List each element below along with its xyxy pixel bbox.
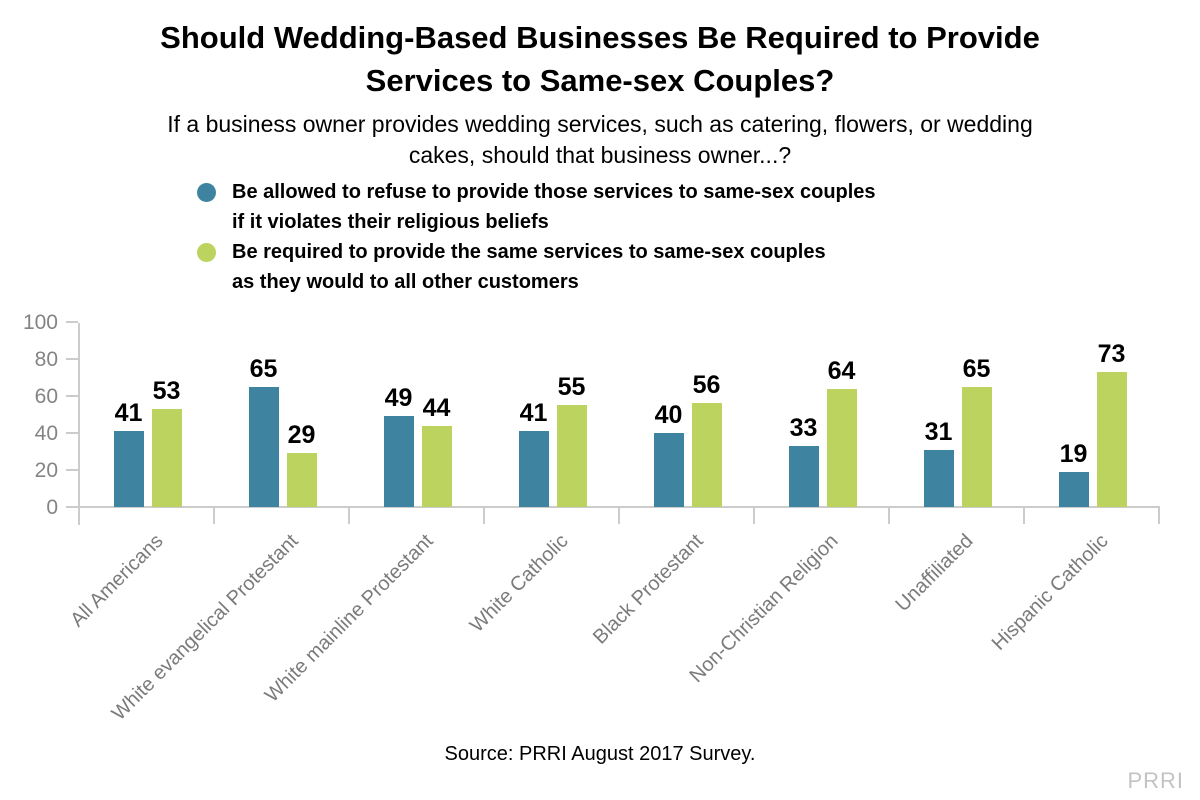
bar-value-label: 55: [557, 373, 586, 401]
legend-label-required: Be required to provide the same services…: [232, 237, 826, 297]
legend-label-refuse-line2: if it violates their religious beliefs: [232, 211, 549, 233]
bar-value-label: 65: [249, 355, 278, 383]
bar-value-label: 40: [654, 401, 683, 429]
prri-logo: PRRI: [1127, 768, 1184, 793]
bar: [113, 431, 144, 507]
legend-label-refuse: Be allowed to refuse to provide those se…: [232, 177, 876, 237]
x-tick: [348, 508, 350, 524]
bar: [286, 453, 317, 507]
x-axis-line: [78, 506, 1160, 508]
bar: [556, 405, 587, 507]
bar: [923, 450, 954, 507]
y-tick: [66, 321, 78, 323]
legend-label-refuse-line1: Be allowed to refuse to provide those se…: [232, 181, 876, 203]
bar-value-label: 31: [924, 418, 953, 446]
x-tick: [888, 508, 890, 524]
bar: [383, 416, 414, 507]
chart-title-line2: Services to Same-sex Couples?: [365, 63, 835, 98]
source-note: Source: PRRI August 2017 Survey.: [444, 743, 756, 765]
y-tick-label: 0: [46, 496, 58, 519]
bar: [826, 389, 857, 507]
bar-value-label: 19: [1059, 440, 1088, 468]
bar-value-label: 33: [789, 414, 818, 442]
bar: [151, 409, 182, 507]
y-tick: [66, 358, 78, 360]
bar-value-label: 41: [519, 399, 548, 427]
chart-subtitle: If a business owner provides wedding ser…: [0, 109, 1200, 171]
x-tick: [213, 508, 215, 524]
bar: [691, 403, 722, 507]
y-tick: [66, 506, 78, 508]
bar-value-label: 44: [422, 394, 451, 422]
bar-value-label: 29: [287, 421, 316, 449]
legend-label-required-line1: Be required to provide the same services…: [232, 241, 826, 263]
y-tick: [66, 395, 78, 397]
legend: Be allowed to refuse to provide those se…: [197, 177, 876, 297]
x-tick: [483, 508, 485, 524]
bar-value-label: 73: [1097, 340, 1126, 368]
x-tick: [1158, 508, 1160, 524]
x-tick: [753, 508, 755, 524]
legend-marker-teal-circle-icon: [197, 183, 216, 202]
bar-value-label: 49: [384, 384, 413, 412]
legend-item-refuse: Be allowed to refuse to provide those se…: [197, 177, 876, 237]
bar-value-label: 64: [827, 357, 856, 385]
y-tick: [66, 469, 78, 471]
y-tick-label: 40: [34, 422, 58, 445]
legend-item-required: Be required to provide the same services…: [197, 237, 876, 297]
legend-label-required-line2: as they would to all other customers: [232, 271, 579, 293]
bar: [518, 431, 549, 507]
bar: [421, 426, 452, 507]
x-tick: [78, 508, 80, 524]
y-tick-label: 80: [34, 348, 58, 371]
chart-title-line1: Should Wedding-Based Businesses Be Requi…: [160, 20, 1040, 55]
bar: [653, 433, 684, 507]
chart-subtitle-line1: If a business owner provides wedding ser…: [167, 111, 1033, 137]
bar-value-label: 56: [692, 371, 721, 399]
bar: [248, 387, 279, 507]
y-tick-label: 100: [22, 311, 58, 334]
bar: [961, 387, 992, 507]
bar-value-label: 41: [114, 399, 143, 427]
bar-value-label: 53: [152, 377, 181, 405]
bar: [788, 446, 819, 507]
chart-subtitle-line2: cakes, should that business owner...?: [408, 142, 792, 168]
y-tick-label: 60: [34, 385, 58, 408]
bar-value-label: 65: [962, 355, 991, 383]
chart-title: Should Wedding-Based Businesses Be Requi…: [0, 16, 1200, 102]
y-tick: [66, 432, 78, 434]
x-tick: [1023, 508, 1025, 524]
legend-marker-green-circle-icon: [197, 243, 216, 262]
x-tick: [618, 508, 620, 524]
y-tick-label: 20: [34, 459, 58, 482]
bar: [1096, 372, 1127, 507]
y-axis-line: [78, 323, 80, 525]
bar: [1058, 472, 1089, 507]
